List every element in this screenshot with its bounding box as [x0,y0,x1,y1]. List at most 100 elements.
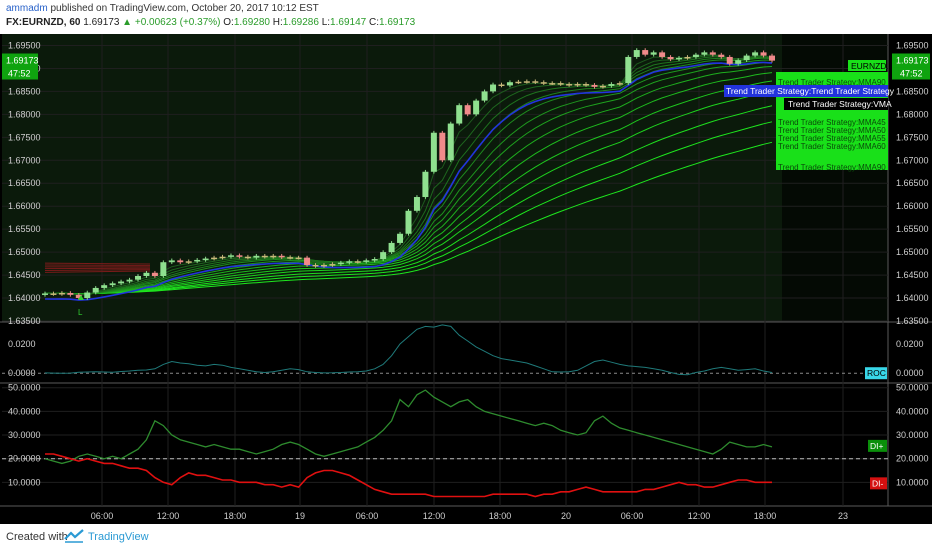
open-value: 1.69280 [233,17,270,28]
candle-body [388,242,395,253]
candle-body [439,132,446,161]
strategy-ma-label: Trend Trader Strategy:MMA60 [778,142,886,151]
mma-bear-line [44,262,151,265]
candle-body [253,255,260,258]
candle-body [760,52,767,56]
candle-body [726,56,733,64]
di-plus-tag-box [868,439,887,452]
mma-line [44,56,773,296]
price-tick-label-left: 1.65500 [8,224,41,234]
mma-line [44,66,773,295]
strategy-main-label-box [724,85,888,97]
price-tick-label-left: 1.65000 [8,247,41,257]
up-arrow-icon: ▲ [122,17,133,28]
price-tick-label-left: 1.64500 [8,270,41,280]
candle-body [684,56,691,59]
candle-body [405,210,412,234]
last-price-tag-right [892,53,930,68]
candle-body [202,258,209,261]
strategy-ma-label: Trend Trader Strategy:MMA50 [778,126,886,135]
countdown-label-left: 47:52 [8,68,31,78]
candle-body [650,52,657,55]
vma-label: Trend Trader Strategy:VMA [788,99,892,109]
price-tick-label-right: 1.64000 [896,293,929,303]
candle-body [194,259,201,262]
candle-body [320,264,327,267]
price-tick-label-left: 1.67500 [8,132,41,142]
dmi-tick-label-left: 50.0000 [8,383,41,393]
last-price-tag-left [2,53,38,68]
candle-body [769,55,775,61]
roc-tag-box [865,367,887,380]
candle-body [701,52,708,55]
last-price: 1.69173 [83,17,120,28]
price-tick-label-right: 1.68500 [896,86,929,96]
strategy-ma-label: Trend Trader Strategy:MMA45 [778,118,886,127]
dmi-tick-label-right: 30.0000 [896,430,929,440]
candle-body [261,255,268,258]
price-tick-label-right: 1.66000 [896,201,929,211]
time-tick-label: 20 [561,511,571,521]
price-tick-label-right: 1.63500 [896,316,929,326]
candle-body [743,55,750,61]
time-tick-label: 18:00 [489,511,512,521]
price-change: +0.00623 (+0.37%) [134,17,221,28]
candle-body [566,84,573,86]
candle-body [92,287,99,293]
time-tick-label: 18:00 [754,511,777,521]
price-tick-label-right: 1.67500 [896,132,929,142]
candle-body [337,262,344,265]
candle-body [752,52,759,56]
time-tick-label: 19 [295,511,305,521]
price-tick-label-left: 1.66500 [8,178,41,188]
time-tick-label: 06:00 [621,511,644,521]
di-plus-tag-label: DI+ [870,441,884,451]
symbol-name[interactable]: FX:EURNZD, 60 [6,17,81,28]
time-tick-label: 12:00 [423,511,446,521]
candle-body [549,83,556,85]
price-tick-label-right: 1.66500 [896,178,929,188]
candle-body [523,81,530,83]
dmi-tick-label-right: 20.0000 [896,454,929,464]
candle-body [532,81,539,83]
candle-body [583,84,590,86]
mma-line [44,121,773,295]
candle-body [101,285,108,288]
strategy-ma-label: Trend Trader Strategy:MMA90 [778,78,886,87]
roc-tick-label-left: 0.0200 [8,339,36,349]
candle-body [168,260,175,263]
di-minus-tag-box [870,477,887,490]
author-link[interactable]: ammadm [6,3,48,14]
roc-tick-label-right: 0.0000 [896,368,924,378]
candle-body [735,60,742,64]
time-tick-label: 06:00 [91,511,114,521]
symbol-line: FX:EURNZD, 60 1.69173 ▲ +0.00623 (+0.37%… [6,17,415,28]
dmi-tick-label-right: 40.0000 [896,406,929,416]
dmi-tick-label-left: 10.0000 [8,477,41,487]
candle-body [58,292,65,295]
roc-line [44,324,773,376]
tradingview-brand-link[interactable]: TradingView [88,531,149,543]
price-tick-label-right: 1.65500 [896,224,929,234]
price-tick-label-left: 1.66000 [8,201,41,211]
candle-body [244,256,251,259]
mma-bear-line [44,269,151,271]
candle-body [118,281,125,284]
candle-body [481,91,488,101]
price-tick-label-left: 1.69500 [8,40,41,50]
chart-canvas[interactable]: 1.695001.695001.690001.690001.685001.685… [0,34,932,524]
candle-body [540,82,547,84]
candle-body [126,279,133,282]
candle-body [185,261,192,263]
candle-body [134,275,141,280]
candle-body [591,84,598,87]
footer: Created with TradingView [0,524,932,550]
candle-body [676,57,683,60]
publish-line: ammadm published on TradingView.com, Oct… [6,3,319,14]
price-pane-background [2,34,782,321]
dmi-tick-label-right: 50.0000 [896,383,929,393]
vma-line [44,61,773,301]
candle-body [42,293,48,295]
candle-body [371,259,378,261]
candle-body [574,84,581,86]
